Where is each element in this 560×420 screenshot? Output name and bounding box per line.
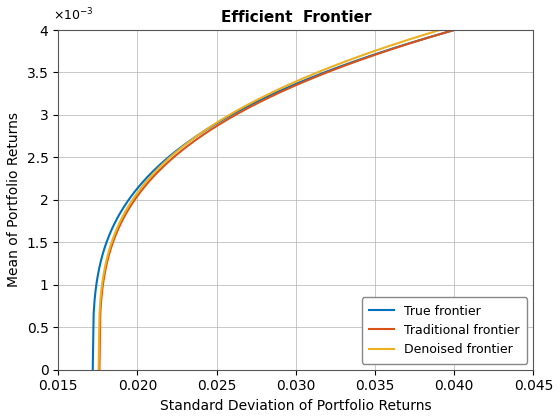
Denoised frontier xyxy=(236,107,243,112)
Traditional frontier xyxy=(451,27,458,32)
True frontier xyxy=(207,125,214,130)
Line: Traditional frontier: Traditional frontier xyxy=(100,30,454,370)
Line: Denoised frontier: Denoised frontier xyxy=(99,26,454,370)
Denoised frontier xyxy=(211,121,218,126)
Denoised frontier xyxy=(451,23,458,28)
Denoised frontier xyxy=(95,367,102,372)
True frontier xyxy=(90,367,96,372)
Traditional frontier xyxy=(139,187,146,192)
Denoised frontier xyxy=(354,55,361,60)
Traditional frontier xyxy=(352,59,359,64)
True frontier xyxy=(350,59,357,64)
X-axis label: Standard Deviation of Portfolio Returns: Standard Deviation of Portfolio Returns xyxy=(160,399,432,413)
True frontier xyxy=(451,27,458,32)
True frontier xyxy=(317,71,324,76)
Denoised frontier xyxy=(138,185,144,190)
Y-axis label: Mean of Portfolio Returns: Mean of Portfolio Returns xyxy=(7,113,21,287)
Denoised frontier xyxy=(319,68,326,73)
Traditional frontier xyxy=(236,110,243,115)
Denoised frontier xyxy=(352,55,358,60)
Legend: True frontier, Traditional frontier, Denoised frontier: True frontier, Traditional frontier, Den… xyxy=(362,297,527,364)
Traditional frontier xyxy=(354,58,361,63)
Traditional frontier xyxy=(319,71,326,76)
Text: $\times10^{-3}$: $\times10^{-3}$ xyxy=(53,7,94,23)
True frontier xyxy=(133,187,139,192)
True frontier xyxy=(232,110,239,115)
Traditional frontier xyxy=(96,367,103,372)
Traditional frontier xyxy=(212,125,218,130)
Title: Efficient  Frontier: Efficient Frontier xyxy=(221,10,371,25)
Line: True frontier: True frontier xyxy=(93,30,454,370)
True frontier xyxy=(352,58,359,63)
